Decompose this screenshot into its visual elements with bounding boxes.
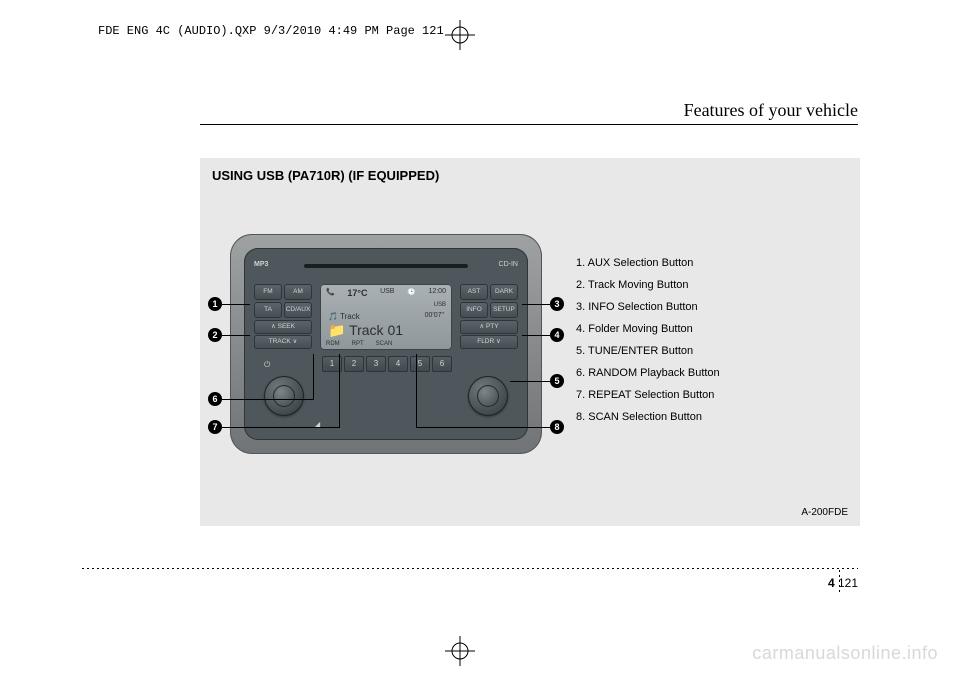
legend-item: 3. INFO Selection Button	[576, 296, 720, 318]
screen-rdm: RDM	[326, 341, 340, 347]
lead-6v	[313, 354, 314, 400]
callout-2: 2	[208, 328, 222, 342]
page-chapter: 4	[828, 576, 835, 590]
cdin-badge: CD-IN	[499, 254, 518, 268]
radio-screen: 📞 17°C USB 🕒 12:00 USB 🎵 Track 00'07" 📁 …	[320, 284, 452, 350]
lead-3	[522, 304, 550, 305]
dark-button[interactable]: DARK	[490, 284, 518, 300]
lead-7v	[339, 354, 340, 428]
tune-knob[interactable]	[468, 376, 508, 416]
screen-track-large: Track 01	[349, 322, 403, 338]
callout-5: 5	[550, 374, 564, 388]
legend-item: 5. TUNE/ENTER Button	[576, 340, 720, 362]
info-button[interactable]: INFO	[460, 302, 488, 318]
crop-mark-bottom	[445, 636, 475, 666]
preset-3[interactable]: 3	[366, 356, 386, 372]
callout-3: 3	[550, 297, 564, 311]
footer-dots	[82, 568, 858, 569]
seek-down-button[interactable]: TRACK ∨	[254, 335, 312, 349]
lead-1	[222, 304, 250, 305]
preset-2[interactable]: 2	[344, 356, 364, 372]
lead-2	[222, 335, 250, 336]
fm-button[interactable]: FM	[254, 284, 282, 300]
preset-6[interactable]: 6	[432, 356, 452, 372]
lead-5	[510, 381, 550, 382]
callout-7: 7	[208, 420, 222, 434]
screen-mode: USB	[380, 288, 394, 298]
lead-6h	[222, 399, 314, 400]
screen-elapsed: 00'07"	[425, 312, 444, 319]
seek-up-button[interactable]: ∧ SEEK	[254, 320, 312, 334]
clock-icon: 🕒	[407, 288, 416, 298]
folder-down-button[interactable]: FLDR ∨	[460, 335, 518, 349]
figure-panel: USING USB (PA710R) (IF EQUIPPED) 1. AUX …	[200, 158, 860, 526]
note-icon: 🎵	[328, 312, 338, 321]
ast-button[interactable]: AST	[460, 284, 488, 300]
screen-track-small: Track	[340, 312, 360, 321]
callout-6: 6	[208, 392, 222, 406]
preset-4[interactable]: 4	[388, 356, 408, 372]
call-icon: 📞	[326, 288, 335, 298]
screen-clock: 12:00	[428, 288, 446, 298]
screen-rpt: RPT	[352, 341, 364, 347]
page-num: 121	[838, 576, 858, 590]
screen-scan: SCAN	[376, 341, 393, 347]
legend-item: 4. Folder Moving Button	[576, 318, 720, 340]
callout-1: 1	[208, 297, 222, 311]
lead-8v	[416, 354, 417, 428]
figure-code: A-200FDE	[801, 507, 848, 518]
lead-7h	[222, 427, 340, 428]
chapter-title: Features of your vehicle	[684, 100, 858, 121]
legend-item: 2. Track Moving Button	[576, 274, 720, 296]
folder-icon: 📁	[328, 322, 345, 338]
ta-button[interactable]: TA	[254, 302, 282, 318]
legend-item: 1. AUX Selection Button	[576, 252, 720, 274]
callout-8: 8	[550, 420, 564, 434]
print-header: FDE ENG 4C (AUDIO).QXP 9/3/2010 4:49 PM …	[98, 24, 444, 38]
crop-mark-top	[445, 20, 475, 50]
legend-item: 7. REPEAT Selection Button	[576, 384, 720, 406]
setup-button[interactable]: SETUP	[490, 302, 518, 318]
preset-5[interactable]: 5	[410, 356, 430, 372]
lead-4	[522, 335, 550, 336]
cdaux-button[interactable]: CD/AUX	[284, 302, 312, 318]
radio-bezel: MP3 CD-IN FM AM TA CD/AUX ∧ SEEK TRACK ∨…	[244, 248, 528, 440]
lead-8h	[416, 427, 550, 428]
cd-row: MP3 CD-IN	[254, 254, 518, 278]
callout-4: 4	[550, 328, 564, 342]
power-icon: ⏻	[264, 360, 270, 370]
legend: 1. AUX Selection Button 2. Track Moving …	[576, 252, 720, 428]
panel-title: USING USB (PA710R) (IF EQUIPPED)	[212, 168, 439, 183]
chapter-rule	[200, 124, 858, 125]
radio-housing: MP3 CD-IN FM AM TA CD/AUX ∧ SEEK TRACK ∨…	[230, 234, 542, 454]
cd-slot	[304, 264, 468, 268]
watermark: carmanualsonline.info	[752, 643, 938, 664]
folder-up-button[interactable]: ∧ PTY	[460, 320, 518, 334]
mp3-badge: MP3	[254, 254, 268, 268]
screen-usb-tag: USB	[434, 302, 446, 308]
legend-item: 6. RANDOM Playback Button	[576, 362, 720, 384]
volume-knob[interactable]	[264, 376, 304, 416]
page-number: 4 121	[828, 576, 858, 590]
legend-item: 8. SCAN Selection Button	[576, 406, 720, 428]
screen-temp: 17°C	[347, 288, 367, 298]
am-button[interactable]: AM	[284, 284, 312, 300]
